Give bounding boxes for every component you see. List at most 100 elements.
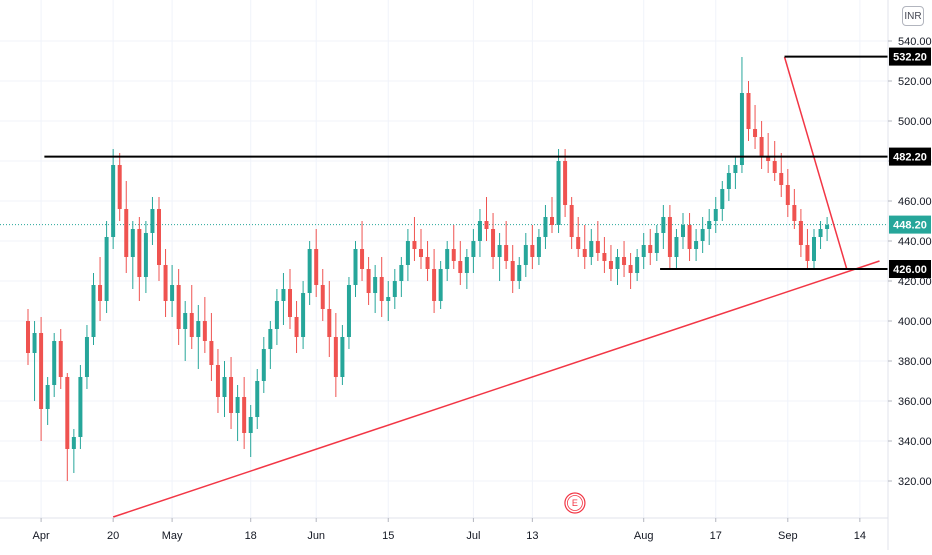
candle[interactable]: [261, 337, 266, 393]
candle[interactable]: [137, 217, 142, 301]
candle[interactable]: [753, 105, 758, 149]
candle[interactable]: [615, 249, 620, 285]
candle[interactable]: [805, 229, 810, 269]
candle[interactable]: [45, 377, 50, 425]
candle[interactable]: [26, 309, 30, 365]
candle[interactable]: [569, 197, 574, 249]
candle[interactable]: [268, 321, 273, 369]
candle[interactable]: [248, 405, 253, 457]
candle[interactable]: [84, 325, 89, 389]
candles[interactable]: [26, 57, 830, 481]
last-price-badge[interactable]: [889, 215, 931, 234]
candle[interactable]: [536, 229, 541, 265]
candle[interactable]: [713, 197, 718, 233]
candle[interactable]: [307, 241, 312, 305]
candle[interactable]: [556, 149, 561, 233]
candle[interactable]: [288, 269, 292, 329]
candle[interactable]: [111, 149, 116, 249]
candle[interactable]: [785, 169, 790, 217]
candle[interactable]: [445, 241, 450, 281]
candle[interactable]: [464, 249, 469, 289]
candle[interactable]: [681, 213, 685, 249]
candle[interactable]: [595, 221, 600, 261]
candle[interactable]: [229, 357, 234, 429]
time-axis[interactable]: Apr 20 May 18 Jun 15 Jul 13 Aug 17 Sep 14: [0, 517, 888, 542]
candle[interactable]: [170, 265, 175, 317]
candle[interactable]: [471, 229, 476, 273]
candle[interactable]: [32, 321, 37, 401]
candle[interactable]: [772, 141, 777, 181]
candle[interactable]: [746, 81, 751, 141]
candle[interactable]: [438, 261, 443, 309]
candle[interactable]: [202, 297, 207, 353]
earnings-icon[interactable]: [564, 492, 586, 514]
candle[interactable]: [222, 361, 227, 417]
candle[interactable]: [608, 245, 613, 281]
candle[interactable]: [98, 257, 103, 321]
candle[interactable]: [792, 189, 797, 229]
candle[interactable]: [130, 221, 135, 289]
candle[interactable]: [242, 377, 247, 449]
candle[interactable]: [399, 257, 404, 297]
candle[interactable]: [209, 313, 214, 381]
candle[interactable]: [419, 229, 423, 269]
candle[interactable]: [700, 217, 705, 253]
candle[interactable]: [504, 221, 509, 269]
candle[interactable]: [353, 241, 358, 297]
candle[interactable]: [432, 249, 437, 313]
candle[interactable]: [255, 369, 260, 429]
candle[interactable]: [458, 241, 463, 285]
candle[interactable]: [563, 149, 568, 217]
candle[interactable]: [687, 213, 692, 261]
candle[interactable]: [189, 285, 194, 349]
candle[interactable]: [373, 265, 378, 313]
earnings-marker[interactable]: E: [564, 492, 586, 514]
candle[interactable]: [379, 257, 384, 317]
candle[interactable]: [346, 277, 351, 349]
candle[interactable]: [340, 325, 345, 385]
candle[interactable]: [405, 229, 410, 281]
candle[interactable]: [451, 225, 456, 269]
candle[interactable]: [530, 225, 535, 269]
candle[interactable]: [798, 209, 803, 257]
currency-badge[interactable]: INR: [902, 6, 924, 26]
candle[interactable]: [183, 301, 188, 361]
candle[interactable]: [667, 205, 672, 269]
candle[interactable]: [117, 153, 122, 221]
candle[interactable]: [818, 221, 823, 249]
candle[interactable]: [739, 57, 744, 173]
candle[interactable]: [196, 305, 201, 369]
candle[interactable]: [333, 313, 338, 397]
candle[interactable]: [301, 281, 306, 349]
candle[interactable]: [759, 121, 764, 169]
candle[interactable]: [654, 225, 659, 261]
candle[interactable]: [235, 385, 240, 441]
candle[interactable]: [523, 233, 528, 277]
candle[interactable]: [779, 153, 784, 197]
candle[interactable]: [726, 165, 731, 201]
candle[interactable]: [543, 205, 548, 249]
candle[interactable]: [163, 249, 168, 317]
candle[interactable]: [648, 229, 653, 265]
candle[interactable]: [484, 197, 489, 241]
candle[interactable]: [294, 301, 299, 353]
candle[interactable]: [425, 241, 430, 281]
candle[interactable]: [674, 229, 679, 269]
candle[interactable]: [78, 365, 83, 449]
candle[interactable]: [635, 249, 640, 281]
candle[interactable]: [104, 221, 109, 313]
candle[interactable]: [812, 229, 816, 269]
candle[interactable]: [497, 233, 502, 281]
candle[interactable]: [766, 133, 771, 173]
candle[interactable]: [143, 221, 148, 293]
candle[interactable]: [366, 257, 371, 305]
candle[interactable]: [71, 429, 76, 473]
candle[interactable]: [65, 373, 70, 481]
candle[interactable]: [124, 181, 129, 273]
price-axis[interactable]: 320.00 340.00 360.00 380.00 400.00 420.00 440.…: [887, 0, 932, 550]
candle[interactable]: [550, 197, 554, 233]
candle[interactable]: [622, 241, 627, 277]
candle[interactable]: [707, 209, 712, 245]
